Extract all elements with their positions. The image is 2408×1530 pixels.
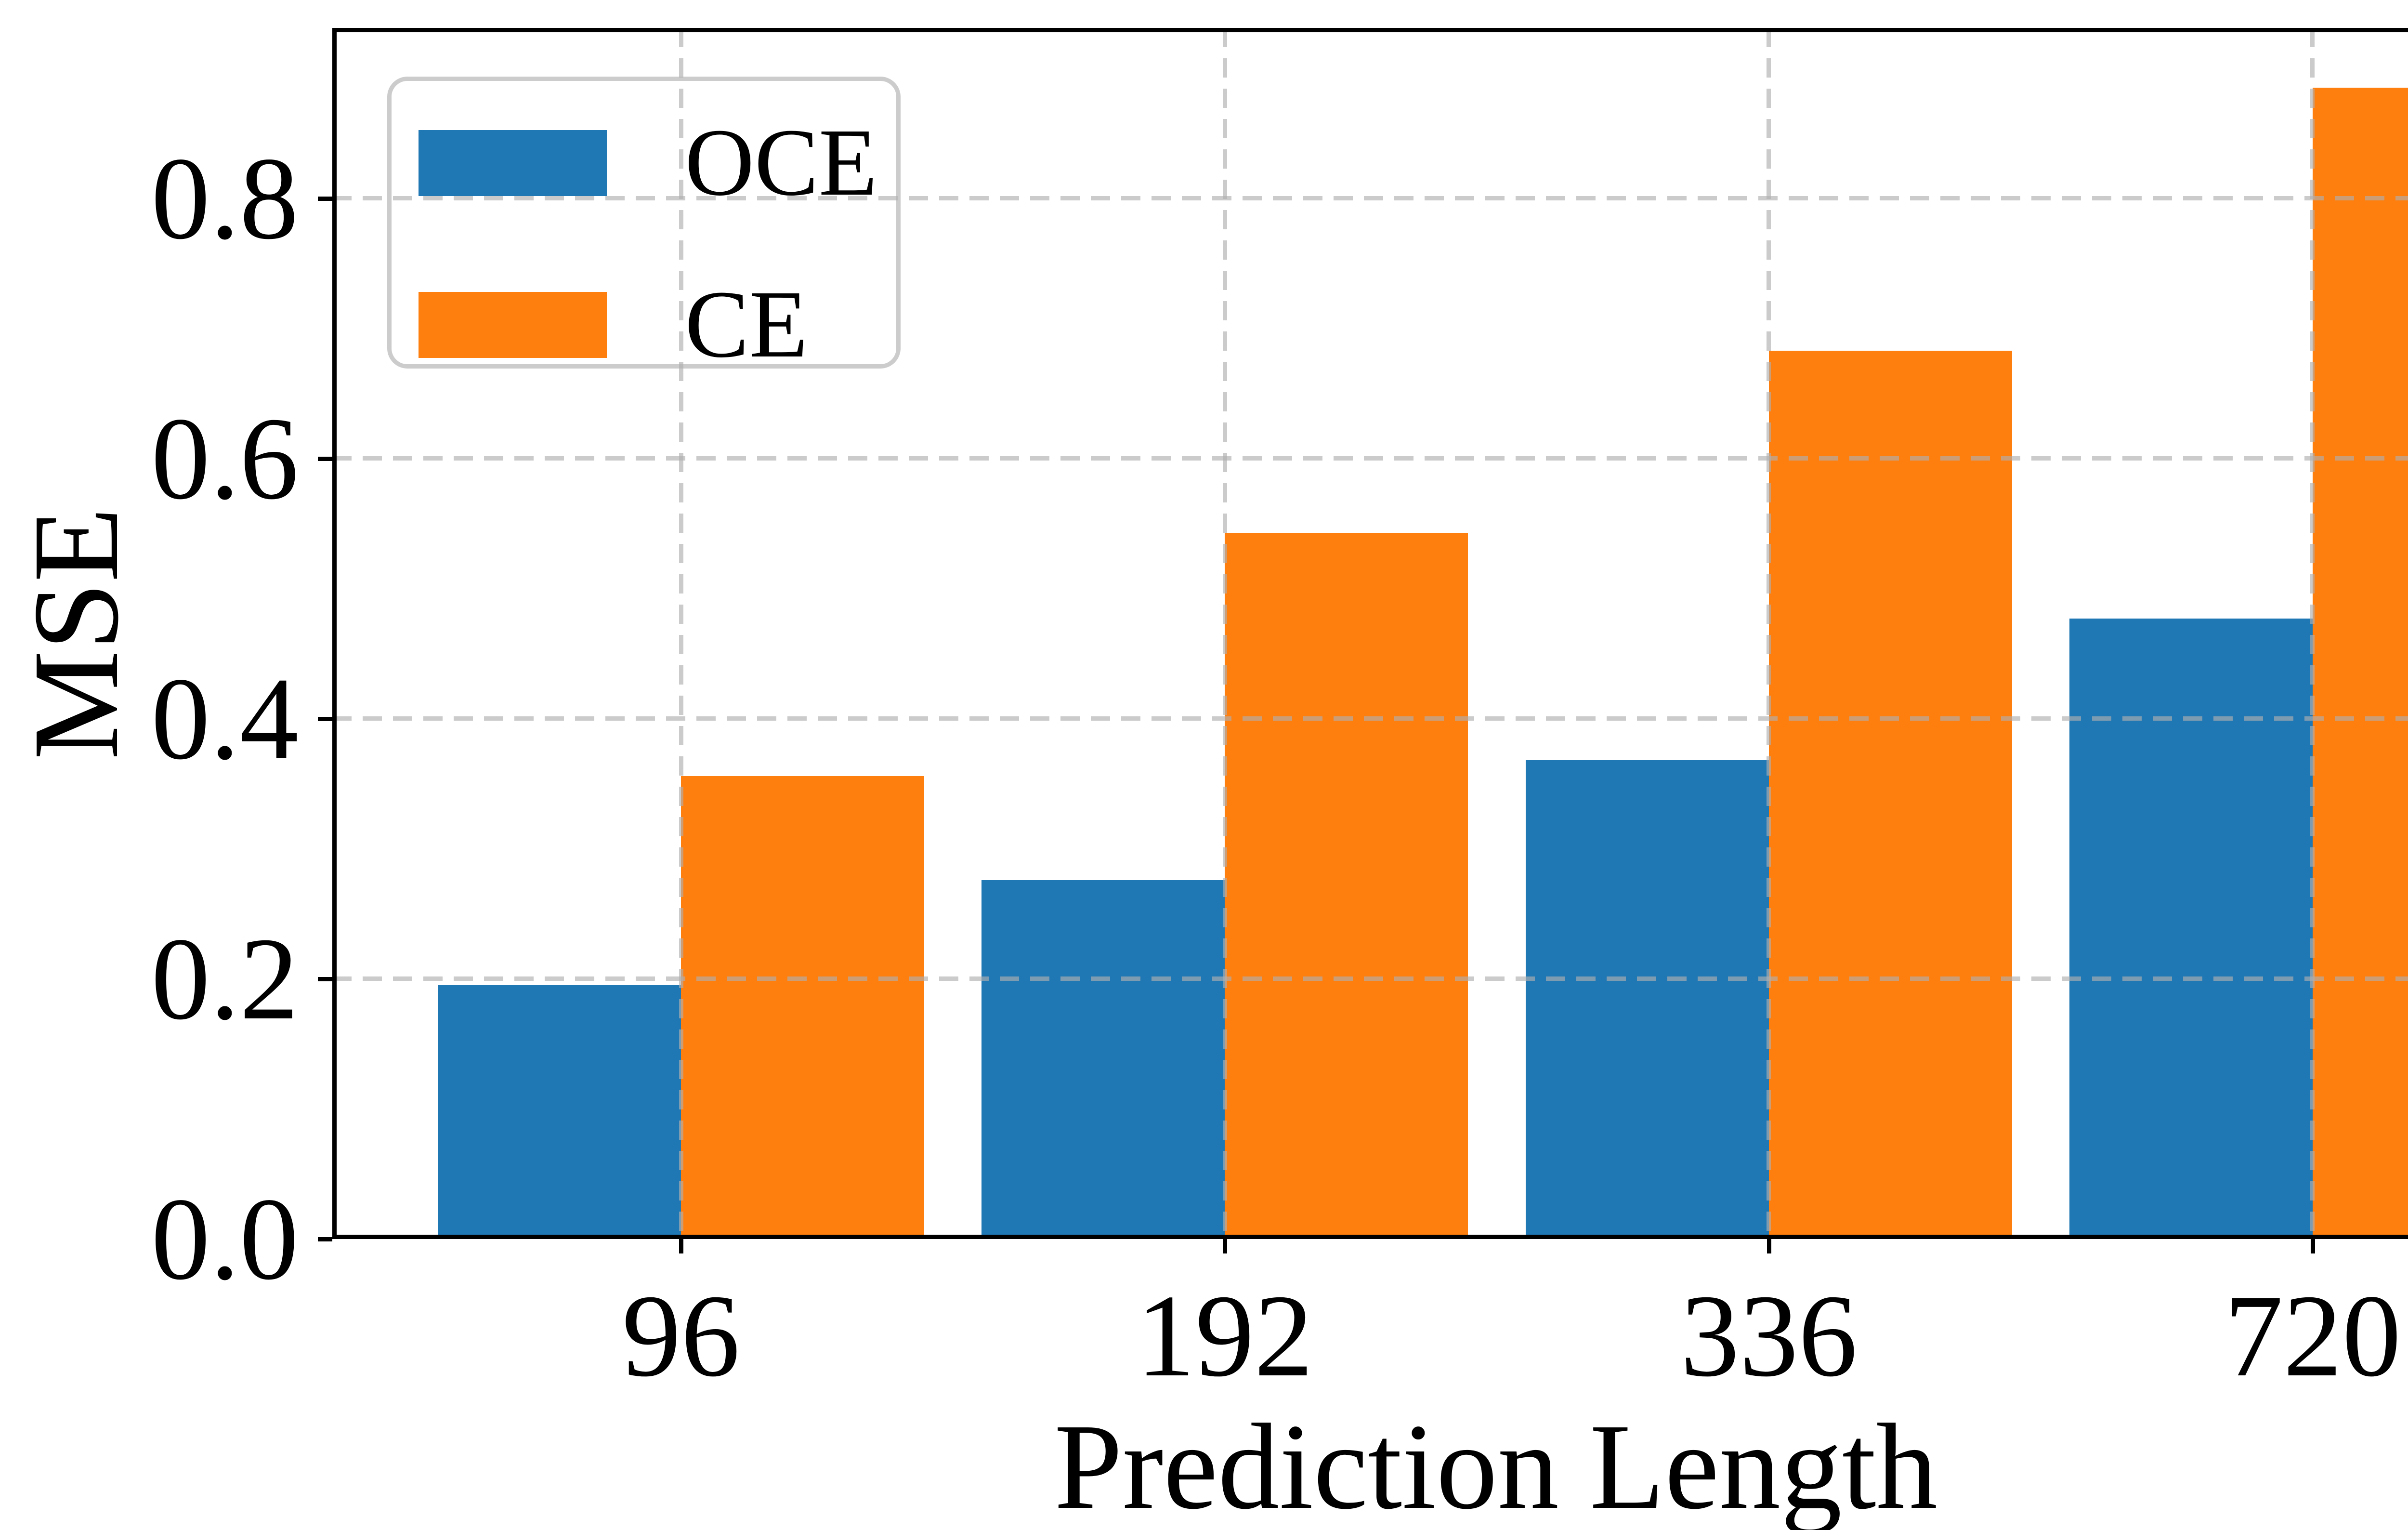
y-tick-0.0 [318,1237,332,1241]
y-tick-label: 0.6 [151,393,299,524]
legend-label-ce: CE [685,271,808,378]
x-tick-96 [679,1239,683,1253]
ce-swatch-icon [419,291,607,358]
y-tick-0.8 [318,197,332,201]
legend-layer: OCE CE [332,28,2408,1239]
y-tick-label: 0.8 [151,133,299,264]
legend: OCE CE [387,77,901,373]
x-tick-label: 720 [2224,1270,2401,1401]
x-tick-label: 192 [1136,1270,1313,1401]
bar-oce-336 [1526,760,1769,1239]
bar-oce-96 [438,985,681,1239]
x-tick-label: 336 [1680,1270,1858,1401]
x-axis-title: Prediction Length [1054,1399,1938,1530]
bars-layer [332,28,2408,1239]
x-tick-336 [1767,1239,1771,1253]
x-tick-label: 96 [622,1270,740,1401]
bar-ce-336 [1769,351,2012,1239]
x-tick-192 [1223,1239,1227,1253]
y-tick-0.6 [318,457,332,461]
y-tick-label: 0.4 [151,653,299,784]
plot-area: OCE CE [332,28,2408,1239]
bar-oce-192 [982,880,1225,1239]
x-tick-720 [2311,1239,2315,1253]
bar-ce-720 [2313,88,2408,1239]
bar-oce-720 [2069,619,2313,1239]
bar-ce-96 [681,776,924,1239]
y-tick-0.4 [318,717,332,721]
bar-ce-192 [1225,533,1468,1239]
y-tick-0.2 [318,977,332,981]
legend-item-ce: CE [419,277,896,373]
y-axis-title: MSE [8,507,144,760]
oce-swatch-icon [419,130,607,196]
y-tick-label: 0.2 [151,913,299,1044]
legend-label-oce: OCE [685,109,877,216]
y-tick-label: 0.0 [151,1174,299,1304]
legend-item-oce: OCE [419,115,896,211]
